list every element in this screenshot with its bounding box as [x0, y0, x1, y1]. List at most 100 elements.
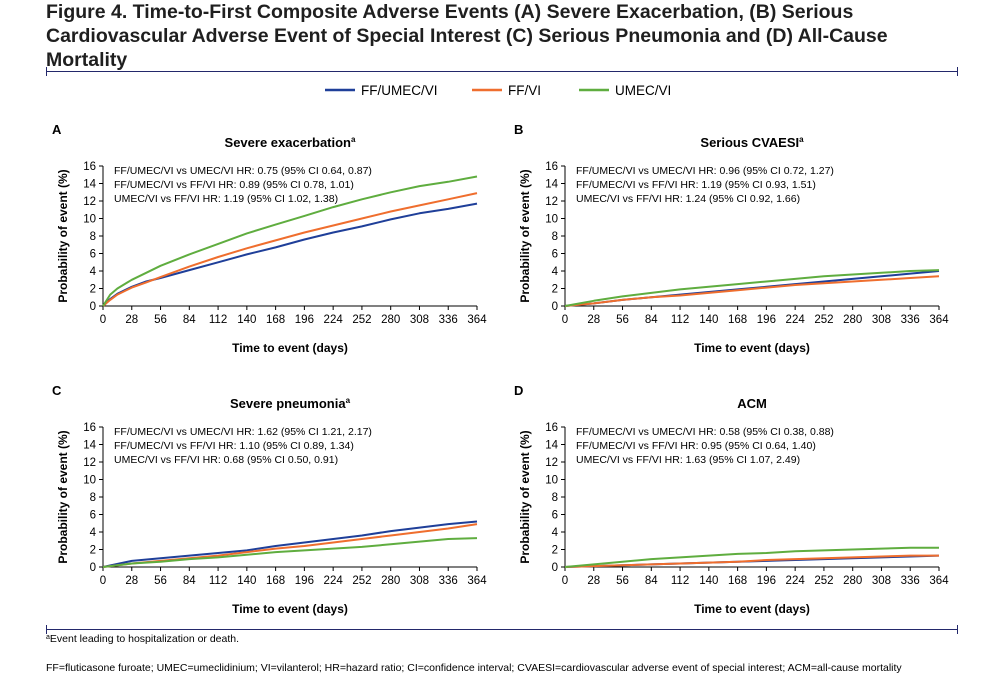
hr-annotation: FF/UMEC/VI vs FF/VI HR: 0.89 (95% CI 0.7… — [114, 179, 354, 191]
x-tick-label: 112 — [209, 575, 227, 587]
y-tick-label: 4 — [552, 266, 559, 278]
figure-title: Figure 4. Time-to-First Composite Advers… — [46, 1, 888, 71]
title-superscript: a — [351, 135, 356, 144]
x-tick-label: 364 — [929, 314, 949, 326]
x-tick-label: 112 — [209, 314, 227, 326]
bottom-rule — [46, 625, 958, 634]
series-line-umec-vi — [102, 175, 478, 307]
y-tick-label: 2 — [90, 284, 96, 296]
y-tick-label: 8 — [90, 231, 96, 243]
x-tick-label: 56 — [616, 575, 629, 587]
hr-annotation: FF/UMEC/VI vs FF/VI HR: 0.95 (95% CI 0.6… — [576, 440, 816, 452]
x-tick-label: 252 — [814, 575, 833, 587]
x-tick-label: 364 — [467, 314, 487, 326]
x-tick-label: 168 — [728, 314, 747, 326]
legend-label: FF/VI — [508, 83, 541, 98]
title-superscript: a — [799, 135, 804, 144]
panel-title-text: Serious CVAESI — [700, 135, 799, 150]
x-tick-label: 140 — [699, 314, 718, 326]
y-axis-label: Probability of event (%) — [518, 430, 532, 563]
x-tick-label: 56 — [154, 575, 167, 587]
series-line-ff-vi — [564, 554, 939, 568]
y-tick-label: 10 — [545, 214, 558, 226]
x-tick-label: 336 — [439, 314, 458, 326]
x-tick-label: 252 — [352, 314, 371, 326]
y-tick-label: 4 — [90, 527, 97, 539]
y-tick-label: 12 — [83, 196, 96, 208]
y-tick-label: 14 — [545, 440, 558, 452]
legend-label: UMEC/VI — [615, 83, 671, 98]
x-tick-label: 28 — [125, 314, 138, 326]
series-line-ff-vi — [564, 275, 940, 307]
panel-title: Severe pneumoniaa — [230, 396, 351, 411]
y-axis-label: Probability of event (%) — [518, 169, 532, 302]
x-tick-label: 196 — [295, 575, 314, 587]
y-tick-label: 4 — [552, 527, 559, 539]
panel-title: Severe exacerbationa — [225, 135, 356, 150]
y-tick-label: 0 — [552, 301, 558, 313]
x-tick-label: 224 — [324, 314, 344, 326]
series-line-umec-vi — [564, 269, 940, 307]
y-tick-label: 6 — [90, 249, 96, 261]
x-axis-label: Time to event (days) — [694, 602, 810, 616]
x-tick-label: 364 — [929, 575, 949, 587]
panel-letter: B — [514, 122, 523, 137]
hr-annotation: UMEC/VI vs FF/VI HR: 0.68 (95% CI 0.50, … — [114, 454, 338, 466]
series-line-ff-umec-vi — [102, 202, 478, 307]
y-tick-label: 16 — [83, 161, 96, 173]
panel-title-text: Severe pneumonia — [230, 396, 346, 411]
panel-title-text: ACM — [737, 396, 767, 411]
hr-annotation: UMEC/VI vs FF/VI HR: 1.19 (95% CI 1.02, … — [114, 193, 338, 205]
x-tick-label: 28 — [125, 575, 138, 587]
x-tick-label: 280 — [381, 575, 400, 587]
y-tick-label: 14 — [545, 179, 558, 191]
y-tick-label: 2 — [552, 545, 558, 557]
y-tick-label: 16 — [545, 422, 558, 434]
x-tick-label: 0 — [562, 575, 568, 587]
x-tick-label: 84 — [183, 575, 196, 587]
x-tick-label: 28 — [587, 314, 600, 326]
y-tick-label: 6 — [552, 249, 558, 261]
x-tick-label: 336 — [901, 314, 920, 326]
x-tick-label: 280 — [843, 575, 862, 587]
panel-c: C Severe pneumoniaa 0 2 4 6 8 10 12 14 16 0 28 56 84 11… — [52, 383, 487, 616]
series-line-umec-vi — [102, 537, 478, 568]
top-rule — [46, 67, 958, 76]
hr-annotation: UMEC/VI vs FF/VI HR: 1.24 (95% CI 0.92, … — [576, 193, 800, 205]
abbreviations-footnote: FF=fluticasone furoate; UMEC=umeclidiniu… — [46, 662, 902, 674]
legend-label: FF/UMEC/VI — [361, 83, 438, 98]
panel-b: B Serious CVAESIa 0 2 4 6 8 10 12 14 16 0 28 56 84 112 1… — [514, 122, 949, 355]
y-tick-label: 10 — [545, 475, 558, 487]
x-tick-label: 112 — [671, 575, 689, 587]
x-tick-label: 252 — [352, 575, 371, 587]
x-tick-label: 28 — [587, 575, 600, 587]
y-tick-label: 10 — [83, 214, 96, 226]
y-tick-label: 4 — [90, 266, 97, 278]
x-tick-label: 280 — [843, 314, 862, 326]
hr-annotation: FF/UMEC/VI vs FF/VI HR: 1.10 (95% CI 0.8… — [114, 440, 354, 452]
y-tick-label: 0 — [552, 562, 558, 574]
x-tick-label: 308 — [410, 575, 429, 587]
series-line-umec-vi — [564, 546, 939, 568]
x-tick-label: 336 — [439, 575, 458, 587]
hr-annotation: FF/UMEC/VI vs UMEC/VI HR: 0.58 (95% CI 0… — [576, 426, 834, 438]
x-tick-label: 56 — [154, 314, 167, 326]
y-tick-label: 10 — [83, 475, 96, 487]
panel-letter: D — [514, 383, 523, 398]
x-tick-label: 84 — [183, 314, 196, 326]
y-tick-label: 0 — [90, 562, 96, 574]
x-tick-label: 196 — [295, 314, 314, 326]
y-tick-label: 6 — [90, 510, 96, 522]
hr-annotation: FF/UMEC/VI vs FF/VI HR: 1.19 (95% CI 0.9… — [576, 179, 816, 191]
figure-panels: FF/UMEC/VI FF/VI UMEC/VI A Severe exacerbati… — [52, 83, 949, 616]
panel-title-text: Severe exacerbation — [225, 135, 352, 150]
x-tick-label: 168 — [266, 314, 285, 326]
x-tick-label: 0 — [562, 314, 568, 326]
x-tick-label: 308 — [872, 575, 891, 587]
x-tick-label: 308 — [872, 314, 891, 326]
y-tick-label: 14 — [83, 440, 96, 452]
x-tick-label: 364 — [467, 575, 487, 587]
panel-a: A Severe exacerbationa 0 2 4 6 8 10 12 14 16 0 28 56 8… — [52, 122, 487, 355]
hr-annotation: FF/UMEC/VI vs UMEC/VI HR: 0.75 (95% CI 0… — [114, 165, 372, 177]
y-axis-label: Probability of event (%) — [56, 430, 70, 563]
